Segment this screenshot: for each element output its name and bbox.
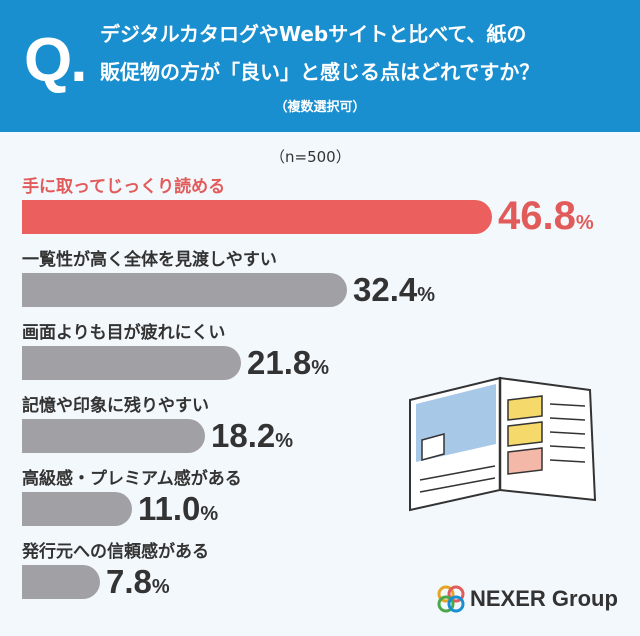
category-label: 画面よりも目が疲れにくい — [22, 323, 226, 343]
nexer-logo-text: NEXER Group — [470, 586, 618, 611]
sample-size-label: （n=500） — [270, 148, 351, 166]
question-header: Q. デジタルカタログやWebサイトと比べて、紙の 販促物の方が「良い」と感じる… — [0, 0, 640, 132]
bar — [22, 273, 347, 307]
value-label: 32.4% — [353, 270, 436, 308]
question-note: （複数選択可） — [274, 100, 366, 115]
bar — [22, 419, 205, 453]
nexer-logo-icon — [437, 585, 465, 613]
category-label: 一覧性が高く全体を見渡しやすい — [22, 250, 277, 270]
category-label: 手に取ってじっくり読める — [22, 177, 226, 197]
q-mark: Q. — [24, 26, 87, 95]
question-line-2: 販促物の方が「良い」と感じる点はどれですか？ — [100, 60, 540, 84]
value-label: 21.8% — [247, 343, 330, 381]
bar — [22, 565, 100, 599]
bar — [22, 346, 241, 380]
value-label: 7.8% — [106, 562, 170, 600]
category-label: 記憶や印象に残りやすい — [22, 396, 209, 416]
question-line-1: デジタルカタログやWebサイトと比べて、紙の — [100, 22, 527, 46]
category-label: 高級感・プレミアム感がある — [22, 469, 242, 489]
value-label: 11.0% — [138, 489, 219, 527]
bar — [22, 200, 492, 234]
bar — [22, 492, 132, 526]
open-catalog-illustration — [409, 376, 597, 512]
category-label: 発行元への信頼感がある — [22, 542, 209, 562]
value-label: 18.2% — [211, 416, 294, 454]
value-label: 46.8% — [498, 194, 594, 238]
